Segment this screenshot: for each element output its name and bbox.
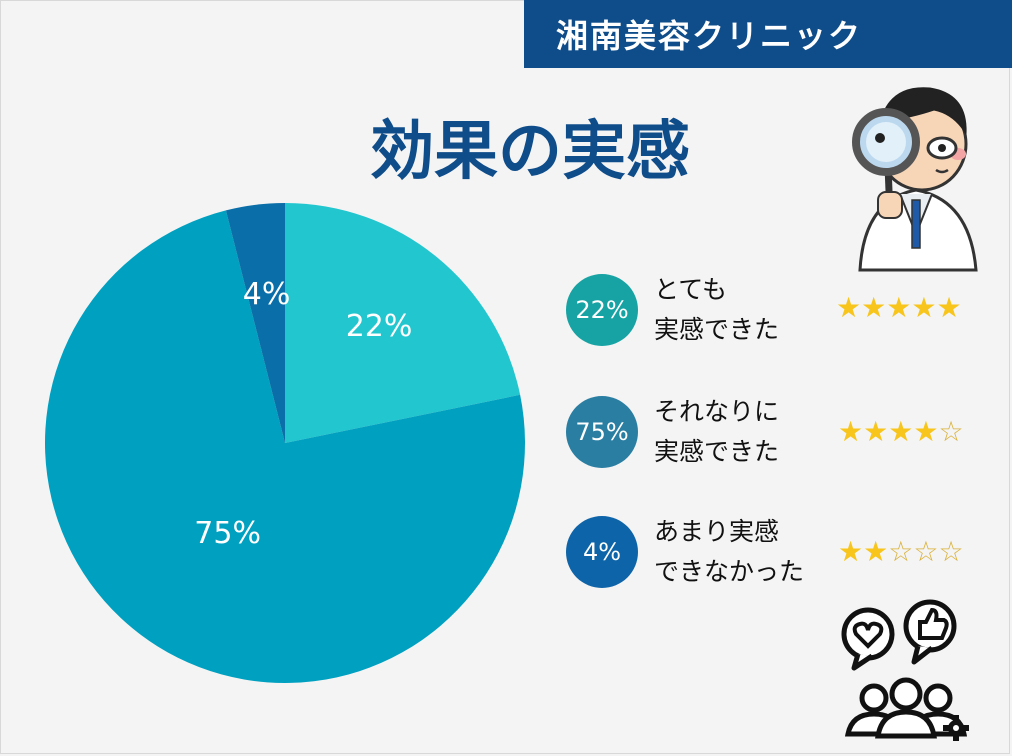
brand-name: 湘南美容クリニック — [556, 17, 863, 55]
legend-badge: 22% — [566, 274, 638, 346]
star-filled-icon: ★ — [913, 415, 939, 448]
rating-stars-not-much: ★★☆☆☆ — [838, 538, 964, 566]
star-empty-icon: ☆ — [913, 535, 939, 568]
star-filled-icon: ★ — [836, 291, 862, 324]
star-empty-icon: ☆ — [938, 415, 964, 448]
pie-slice — [225, 203, 285, 443]
star-filled-icon: ★ — [863, 415, 889, 448]
star-filled-icon: ★ — [838, 415, 864, 448]
star-filled-icon: ★ — [838, 535, 864, 568]
star-filled-icon: ★ — [861, 291, 887, 324]
legend-label: あまり実感 できなかった — [654, 517, 805, 586]
page-title: 効果の実感 — [370, 115, 690, 189]
legend-label: とても 実感できた — [654, 275, 780, 344]
star-filled-icon: ★ — [886, 291, 912, 324]
star-empty-icon: ☆ — [938, 535, 964, 568]
pie-slice — [45, 210, 525, 683]
doctor-with-magnifier-icon — [852, 87, 978, 272]
legend-label: それなりに 実感できた — [654, 397, 780, 466]
rating-stars-somewhat: ★★★★☆ — [838, 418, 964, 446]
pie-slice-label: 4% — [243, 277, 291, 312]
legend-item-not-much: 4% あまり実感 できなかった — [566, 516, 846, 596]
star-filled-icon: ★ — [888, 415, 914, 448]
pie-chart: 22% 75% 4% — [45, 203, 525, 683]
pie-slice-label: 75% — [194, 516, 261, 551]
star-filled-icon: ★ — [911, 291, 937, 324]
pie-slice — [285, 203, 521, 443]
legend-item-very: 22% とても 実感できた — [566, 274, 846, 354]
star-filled-icon: ★ — [863, 535, 889, 568]
star-empty-icon: ☆ — [888, 535, 914, 568]
rating-stars-very: ★★★★★ — [836, 294, 962, 322]
brand-banner: 湘南美容クリニック — [524, 0, 1012, 68]
people-feedback-icon — [841, 599, 969, 741]
legend-item-somewhat: 75% それなりに 実感できた — [566, 396, 846, 476]
legend-badge: 75% — [566, 396, 638, 468]
legend-badge: 4% — [566, 516, 638, 588]
pie-slice-label: 22% — [346, 309, 413, 344]
star-filled-icon: ★ — [936, 291, 962, 324]
